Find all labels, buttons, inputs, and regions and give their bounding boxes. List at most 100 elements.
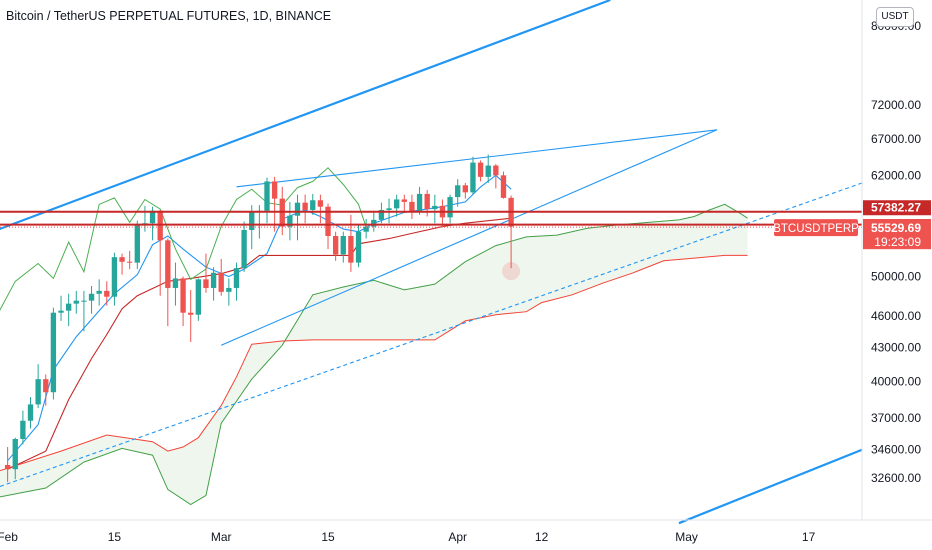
candle-body [81, 300, 87, 302]
candle-body [241, 229, 247, 269]
last-price-box [863, 219, 931, 250]
price-tick-label: 32600.00 [871, 471, 921, 485]
candle-body [432, 205, 438, 210]
trend-line [236, 129, 718, 188]
time-tick-label: Feb [0, 530, 18, 544]
candle-body [111, 257, 118, 297]
candle-body [401, 199, 407, 202]
level-price-label: 57382.27 [871, 201, 921, 215]
candle-body [58, 310, 64, 313]
candle-body [50, 312, 57, 393]
price-tick-label: 43000.00 [871, 340, 921, 354]
candle-body [203, 279, 209, 288]
trend-line [0, 182, 863, 488]
plot-area [0, 0, 863, 525]
candle-body [180, 278, 186, 313]
candle-body [500, 175, 507, 198]
price-tick-label: 72000.00 [871, 98, 921, 112]
candle-body [226, 287, 232, 292]
candle-body [188, 312, 194, 315]
candle-body [378, 209, 385, 220]
trend-line [678, 448, 863, 525]
candle-body [294, 202, 301, 216]
base-line [7, 217, 512, 470]
candle-body [477, 162, 484, 177]
time-axis: Feb 15 Mar 15 Apr 12 May 17 [0, 519, 932, 544]
candle-body [447, 197, 453, 218]
time-tick-label: 12 [535, 530, 549, 544]
candle-body [470, 162, 476, 193]
candle-body [249, 211, 255, 230]
candle-body [371, 219, 377, 227]
candle-body [104, 290, 110, 297]
ichimoku-cloud [0, 204, 748, 505]
price-tick-label: 50000.00 [871, 270, 921, 284]
trend-line [221, 129, 718, 346]
currency-unit-button[interactable]: USDT [876, 7, 914, 27]
time-tick-label: 15 [321, 530, 335, 544]
symbol-tag-bg [774, 219, 858, 237]
price-tick-label: 62000.00 [871, 168, 921, 182]
time-tick-label: 17 [802, 530, 816, 544]
candle-body [20, 420, 26, 439]
time-tick-label: 15 [108, 530, 122, 544]
candle-body [210, 272, 217, 288]
price-tick-label: 37000.00 [871, 411, 921, 425]
candle-body [386, 208, 392, 210]
lagging-span [0, 167, 367, 311]
drawing-marker [502, 262, 521, 281]
candle-body [96, 290, 102, 294]
candle-body [195, 279, 202, 315]
candle-body [73, 300, 79, 304]
chart-title: Bitcoin / TetherUS PERPETUAL FUTURES, 1D… [6, 9, 332, 23]
candle-body [27, 404, 34, 421]
candle-body [127, 261, 133, 263]
price-tick-label: 34600.00 [871, 443, 921, 457]
candle-body [12, 438, 18, 470]
level-price-label-bg [863, 200, 931, 216]
candle-body [271, 181, 278, 199]
candle-body [394, 199, 400, 209]
candle-body [325, 206, 331, 236]
candle-body [409, 201, 415, 213]
candle-body [424, 193, 430, 210]
candle-body [317, 200, 324, 207]
price-axis: 32600.00 34600.00 37000.00 40000.00 43000.00… [773, 0, 931, 520]
price-tick-label: 67000.00 [871, 132, 921, 146]
candle-body [149, 210, 156, 224]
candle-body [43, 379, 49, 393]
candle-body [363, 226, 369, 232]
last-price-value: 55529.69 [871, 221, 921, 235]
candle-body [119, 257, 125, 262]
candle-body [134, 224, 140, 263]
candle-body [462, 185, 468, 193]
candle-body [88, 293, 95, 301]
price-tick-label: 46000.00 [871, 309, 921, 323]
candle-body [355, 231, 362, 263]
price-tick-label: 40000.00 [871, 375, 921, 389]
candle-body [287, 215, 293, 227]
candle-body [416, 193, 423, 213]
leading-span-a [0, 203, 748, 506]
candle-body [35, 379, 41, 405]
candle-body [455, 185, 461, 198]
candle-body [310, 200, 316, 210]
candle-body [233, 268, 240, 288]
candle-body [172, 278, 179, 288]
candle-body [65, 303, 72, 311]
candle-body [485, 165, 491, 177]
candle-body [340, 235, 346, 255]
candle-body [264, 181, 270, 211]
candle-body [332, 235, 339, 255]
candle-body [4, 464, 11, 470]
time-tick-label: Mar [211, 530, 232, 544]
candle-body [165, 240, 171, 288]
candle-body [302, 202, 308, 210]
candle-body [493, 165, 499, 176]
last-price-countdown: 19:23:09 [874, 235, 921, 249]
leading-span-b [0, 254, 748, 472]
time-tick-label: Apr [448, 530, 467, 544]
symbol-tag: BTCUSDTPERP [773, 223, 859, 235]
candle-body [218, 272, 224, 292]
